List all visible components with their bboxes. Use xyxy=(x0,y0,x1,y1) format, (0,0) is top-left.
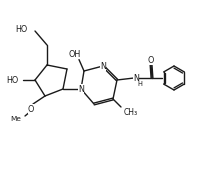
Text: O: O xyxy=(28,105,34,114)
Text: N: N xyxy=(78,84,84,93)
Text: HO: HO xyxy=(6,75,18,84)
Text: OH: OH xyxy=(68,50,81,59)
Text: O: O xyxy=(148,55,154,64)
Text: Me: Me xyxy=(10,116,21,122)
Text: N: N xyxy=(100,62,106,71)
Text: HO: HO xyxy=(15,24,28,33)
Text: CH₃: CH₃ xyxy=(124,107,138,116)
Text: H: H xyxy=(137,81,142,87)
Text: N: N xyxy=(133,73,139,82)
